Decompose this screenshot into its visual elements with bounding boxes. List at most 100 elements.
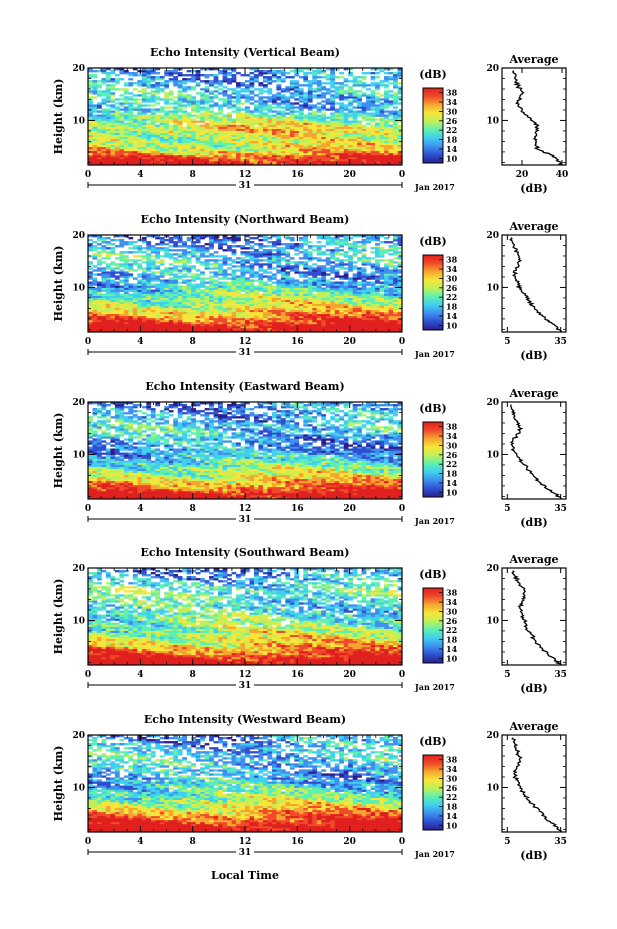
colorbar-tick-label: 18: [446, 635, 458, 645]
x-tick-label: 8: [190, 837, 196, 847]
colorbar: [422, 87, 444, 164]
profile-line: [511, 737, 563, 833]
y-tick-label: 20: [72, 564, 85, 574]
y-tick-label: 10: [72, 450, 85, 460]
x-tick-label: 8: [190, 504, 196, 514]
colorbar-tick-label: 10: [446, 487, 458, 497]
heatmap-image: [88, 235, 403, 333]
profile-y-tick-label: 10: [486, 116, 499, 126]
x-tick-label: 4: [137, 837, 143, 847]
y-axis-label: Height (km): [52, 246, 65, 322]
x-tick-label: 16: [291, 337, 304, 347]
y-tick-label: 10: [72, 116, 85, 126]
x-tick-label: 8: [190, 670, 196, 680]
profile-frame: [501, 67, 567, 166]
profile-frame: [501, 567, 567, 666]
colorbar-tick-label: 10: [446, 820, 458, 830]
colorbar-tick-label: 30: [446, 273, 458, 283]
profile-y-tick-label: 20: [486, 398, 499, 408]
profile-x-tick-label: 35: [554, 670, 567, 680]
panel-5: Echo Intensity (Westward Beam) 10 20 Height…: [52, 713, 567, 862]
colorbar: [422, 754, 444, 831]
colorbar-tick-label: 10: [446, 153, 458, 163]
colorbar-tick-label: 14: [446, 311, 458, 321]
heatmap-image: [88, 568, 403, 666]
x-axis-label: Local Time: [211, 869, 279, 882]
colorbar-tick-label: 30: [446, 606, 458, 616]
x-tick-label: 12: [239, 170, 252, 180]
y-tick-label: 20: [72, 398, 85, 408]
x-tick-label: 16: [291, 670, 304, 680]
profile-y-tick-label: 20: [486, 564, 499, 574]
colorbar-tick-label: 14: [446, 811, 458, 821]
colorbar: [422, 254, 444, 331]
colorbar-tick-label: 22: [446, 459, 457, 469]
x-tick-label: 0: [85, 504, 91, 514]
x-tick-label: 4: [137, 670, 143, 680]
colorbar-tick-label: 22: [446, 625, 457, 635]
x-tick-label: 20: [343, 837, 356, 847]
profile-frame: [501, 234, 567, 333]
profile-y-tick-label: 10: [486, 616, 499, 626]
colorbar-tick-label: 14: [446, 644, 458, 654]
panel-title: Echo Intensity (Southward Beam): [141, 546, 350, 559]
heatmap-image: [88, 402, 403, 500]
profile-line: [511, 570, 562, 665]
colorbar-tick-label: 18: [446, 802, 458, 812]
profile-x-tick-label: 35: [554, 837, 567, 847]
y-tick-label: 10: [72, 616, 85, 626]
colorbar-tick-label: 14: [446, 478, 458, 488]
panel-title: Echo Intensity (Eastward Beam): [145, 380, 344, 393]
colorbar-tick-label: 30: [446, 440, 458, 450]
colorbar-tick-label: 38: [446, 88, 458, 98]
colorbar-tick-label: 34: [446, 597, 458, 607]
y-axis-label: Height (km): [52, 579, 65, 655]
panel-title: Echo Intensity (Vertical Beam): [150, 46, 340, 59]
panel-title: Echo Intensity (Northward Beam): [141, 213, 350, 226]
x-tick-label: 4: [137, 504, 143, 514]
colorbar-tick-label: 10: [446, 653, 458, 663]
x-tick-label: 8: [190, 170, 196, 180]
profile-title: Average: [508, 553, 558, 566]
profile-y-tick-label: 10: [486, 783, 499, 793]
x-tick-label: 20: [343, 337, 356, 347]
y-axis-label: Height (km): [52, 413, 65, 489]
x-tick-label: 8: [190, 337, 196, 347]
x-tick-label: 0: [85, 670, 91, 680]
y-tick-label: 20: [72, 231, 85, 241]
colorbar: [422, 421, 444, 498]
profile-x-label: (dB): [520, 182, 547, 195]
x-tick-label: 16: [291, 837, 304, 847]
x-tick-label: 12: [239, 837, 252, 847]
colorbar-tick-label: 34: [446, 431, 458, 441]
month-label: Jan 2017: [414, 182, 455, 192]
colorbar-tick-label: 22: [446, 792, 457, 802]
profile-x-tick-label: 20: [516, 170, 529, 180]
month-label: Jan 2017: [414, 349, 455, 359]
profile-x-tick-label: 5: [504, 504, 510, 514]
colorbar-tick-label: 26: [446, 616, 458, 626]
day-label: 31: [239, 681, 252, 691]
y-axis-label: Height (km): [52, 746, 65, 822]
colorbar-tick-label: 30: [446, 106, 458, 116]
month-label: Jan 2017: [414, 516, 455, 526]
x-tick-label: 0: [85, 837, 91, 847]
profile-frame: [501, 734, 567, 833]
y-tick-label: 20: [72, 731, 85, 741]
x-tick-label: 12: [239, 504, 252, 514]
y-axis-label: Height (km): [52, 79, 65, 155]
y-tick-label: 10: [72, 783, 85, 793]
day-label: 31: [239, 515, 252, 525]
colorbar-tick-label: 26: [446, 283, 458, 293]
x-tick-label: 0: [85, 170, 91, 180]
month-label: Jan 2017: [414, 682, 455, 692]
day-label: 31: [239, 848, 252, 858]
colorbar-tick-label: 22: [446, 292, 457, 302]
panel-1: Echo Intensity (Vertical Beam) 10 20 Height…: [52, 46, 568, 195]
x-tick-label: 12: [239, 337, 252, 347]
colorbar-tick-label: 30: [446, 773, 458, 783]
x-tick-label: 0: [85, 337, 91, 347]
colorbar-tick-label: 38: [446, 255, 458, 265]
profile-x-tick-label: 40: [556, 170, 569, 180]
